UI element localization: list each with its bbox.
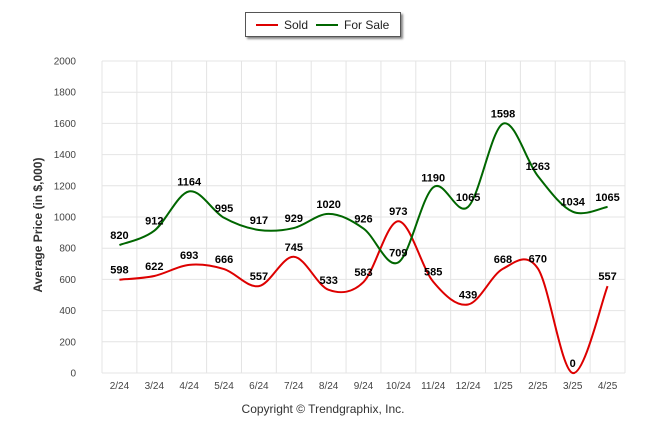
data-label: 995 (215, 203, 233, 215)
series-lines (119, 122, 609, 374)
data-label: 912 (145, 216, 163, 228)
data-label: 709 (389, 247, 407, 259)
copyright-footer: Copyright © Trendgraphix, Inc. (241, 402, 405, 416)
y-axis-ticks: 0 200 400 600 800 1000 1200 1400 1600 1800 2000 (54, 57, 77, 380)
data-label: 929 (285, 213, 303, 225)
data-label: 693 (180, 250, 198, 262)
y-tick-label: 2000 (54, 57, 77, 68)
x-tick-label: 9/24 (354, 381, 374, 392)
data-label: 670 (529, 253, 547, 265)
data-label: 598 (110, 265, 128, 277)
x-tick-label: 4/25 (598, 381, 618, 392)
y-axis-label: Average Price (in $,000) (31, 157, 45, 293)
data-label: 745 (285, 242, 303, 254)
legend-item-for-sale: For Sale (316, 18, 389, 32)
data-label: 583 (354, 267, 372, 279)
data-label: 1034 (560, 197, 585, 209)
legend-swatch-sold (256, 24, 278, 26)
x-tick-label: 11/24 (421, 381, 446, 392)
x-tick-label: 2/24 (110, 381, 130, 392)
x-tick-label: 10/24 (386, 381, 411, 392)
data-labels: 598 622 693 666 557 745 533 583 973 585 439 668 670 0… (110, 109, 620, 370)
data-label: 585 (424, 267, 442, 279)
x-tick-label: 1/25 (493, 381, 513, 392)
y-tick-label: 600 (59, 275, 76, 286)
legend-swatch-for-sale (316, 24, 338, 26)
x-tick-label: 4/24 (179, 381, 199, 392)
y-tick-label: 0 (70, 369, 76, 380)
series-line-for-sale (119, 122, 608, 265)
x-axis-ticks: 2/24 3/24 4/24 5/24 6/24 7/24 8/24 9/24 10/24 11/… (110, 381, 618, 392)
data-label: 1598 (491, 109, 515, 121)
data-label: 668 (494, 254, 512, 266)
data-label: 533 (319, 275, 337, 287)
y-tick-label: 400 (59, 306, 76, 317)
data-label: 557 (598, 271, 616, 283)
data-label: 1164 (177, 176, 202, 188)
legend-item-sold: Sold (256, 18, 308, 32)
data-label: 973 (389, 206, 407, 218)
legend: Sold For Sale (245, 12, 401, 37)
y-tick-label: 200 (59, 337, 76, 348)
data-label: 820 (110, 230, 128, 242)
data-label: 622 (145, 261, 163, 273)
x-tick-label: 2/25 (528, 381, 548, 392)
data-label: 666 (215, 254, 233, 266)
x-tick-label: 12/24 (456, 381, 481, 392)
legend-label-sold: Sold (284, 18, 309, 32)
data-label: 1065 (456, 192, 480, 204)
x-tick-label: 6/24 (249, 381, 269, 392)
data-label: 1020 (316, 199, 340, 211)
legend-label-for-sale: For Sale (344, 18, 390, 32)
x-tick-label: 7/24 (284, 381, 304, 392)
x-tick-label: 5/24 (214, 381, 234, 392)
data-label: 0 (570, 358, 576, 370)
y-tick-label: 1600 (54, 119, 77, 130)
data-label: 917 (250, 215, 268, 227)
data-label: 1065 (595, 192, 619, 204)
y-tick-label: 1800 (54, 88, 77, 99)
series-line-sold (119, 220, 609, 374)
data-label: 439 (459, 290, 477, 302)
data-label: 1263 (526, 161, 550, 173)
grid-lines (101, 60, 626, 374)
y-tick-label: 1400 (54, 150, 77, 161)
y-tick-label: 1000 (54, 213, 77, 224)
y-tick-label: 1200 (54, 181, 77, 192)
y-tick-label: 800 (59, 244, 76, 255)
data-label: 557 (250, 271, 268, 283)
x-tick-label: 3/25 (563, 381, 583, 392)
x-tick-label: 3/24 (145, 381, 165, 392)
x-tick-label: 8/24 (319, 381, 339, 392)
data-label: 926 (354, 214, 372, 226)
data-label: 1190 (421, 172, 445, 184)
